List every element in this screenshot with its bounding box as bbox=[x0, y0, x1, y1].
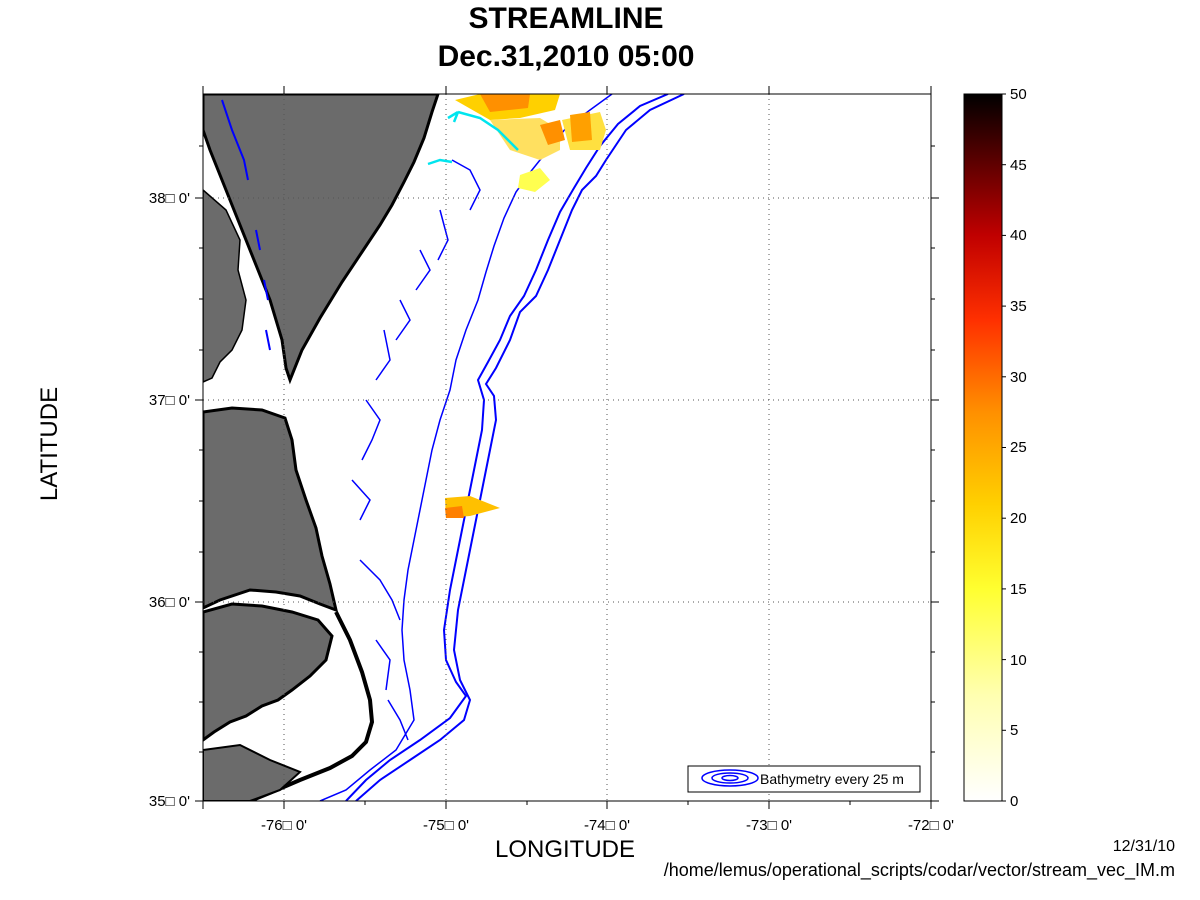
colorbar-label: 45 bbox=[1010, 157, 1027, 174]
y-tick-label: 38□ 0' bbox=[149, 190, 190, 207]
y-tick-label: 36□ 0' bbox=[149, 594, 190, 611]
colorbar-label: 10 bbox=[1010, 652, 1027, 669]
bathymetry-contour-1 bbox=[355, 94, 685, 801]
y-tick-label: 35□ 0' bbox=[149, 793, 190, 810]
streamlines bbox=[427, 110, 519, 166]
outer-banks bbox=[249, 611, 375, 801]
bathymetry-legend: Bathymetry every 25 m bbox=[687, 765, 921, 793]
x-tick-label: -72□ 0' bbox=[908, 817, 954, 834]
y-axis-label: LATITUDE bbox=[36, 386, 63, 502]
colorbar-label: 25 bbox=[1010, 439, 1027, 456]
legend-contour-icon bbox=[701, 769, 759, 787]
x-tick-label: -75□ 0' bbox=[423, 817, 469, 834]
chart-title: STREAMLINE bbox=[468, 2, 664, 35]
colorbar-label: 40 bbox=[1010, 227, 1027, 244]
colorbar bbox=[963, 93, 1003, 802]
land-sound-south bbox=[203, 743, 302, 801]
land-western-shore bbox=[203, 189, 247, 383]
footer-path: /home/lemus/operational_scripts/codar/ve… bbox=[663, 860, 1175, 880]
map-frame bbox=[202, 93, 932, 802]
colorbar-ticks bbox=[1002, 93, 1006, 802]
chart-subtitle: Dec.31,2010 05:00 bbox=[437, 40, 695, 73]
legend-text: Bathymetry every 25 m bbox=[760, 771, 904, 787]
land-delmarva bbox=[203, 94, 440, 385]
x-tick-label: -74□ 0' bbox=[584, 817, 630, 834]
x-tick-marks bbox=[202, 86, 932, 809]
y-tick-label: 37□ 0' bbox=[149, 392, 190, 409]
colorbar-label: 35 bbox=[1010, 298, 1027, 315]
bathymetry-shoals bbox=[351, 159, 481, 741]
colorbar-label: 5 bbox=[1010, 722, 1018, 739]
footer-date: 12/31/10 bbox=[1112, 838, 1175, 855]
x-axis-label: LONGITUDE bbox=[494, 836, 635, 863]
colorbar-label: 50 bbox=[1010, 86, 1027, 103]
y-tick-marks bbox=[195, 145, 939, 802]
colorbar-label: 20 bbox=[1010, 510, 1027, 527]
colorbar-label: 0 bbox=[1010, 793, 1018, 810]
land-virginia-beach bbox=[203, 406, 339, 613]
x-tick-label: -76□ 0' bbox=[261, 817, 307, 834]
current-speed-patches bbox=[445, 94, 606, 518]
colorbar-label: 15 bbox=[1010, 581, 1027, 598]
bay-channel bbox=[221, 99, 271, 351]
land-north-carolina bbox=[203, 602, 334, 742]
x-tick-label: -73□ 0' bbox=[746, 817, 792, 834]
colorbar-label: 30 bbox=[1010, 369, 1027, 386]
